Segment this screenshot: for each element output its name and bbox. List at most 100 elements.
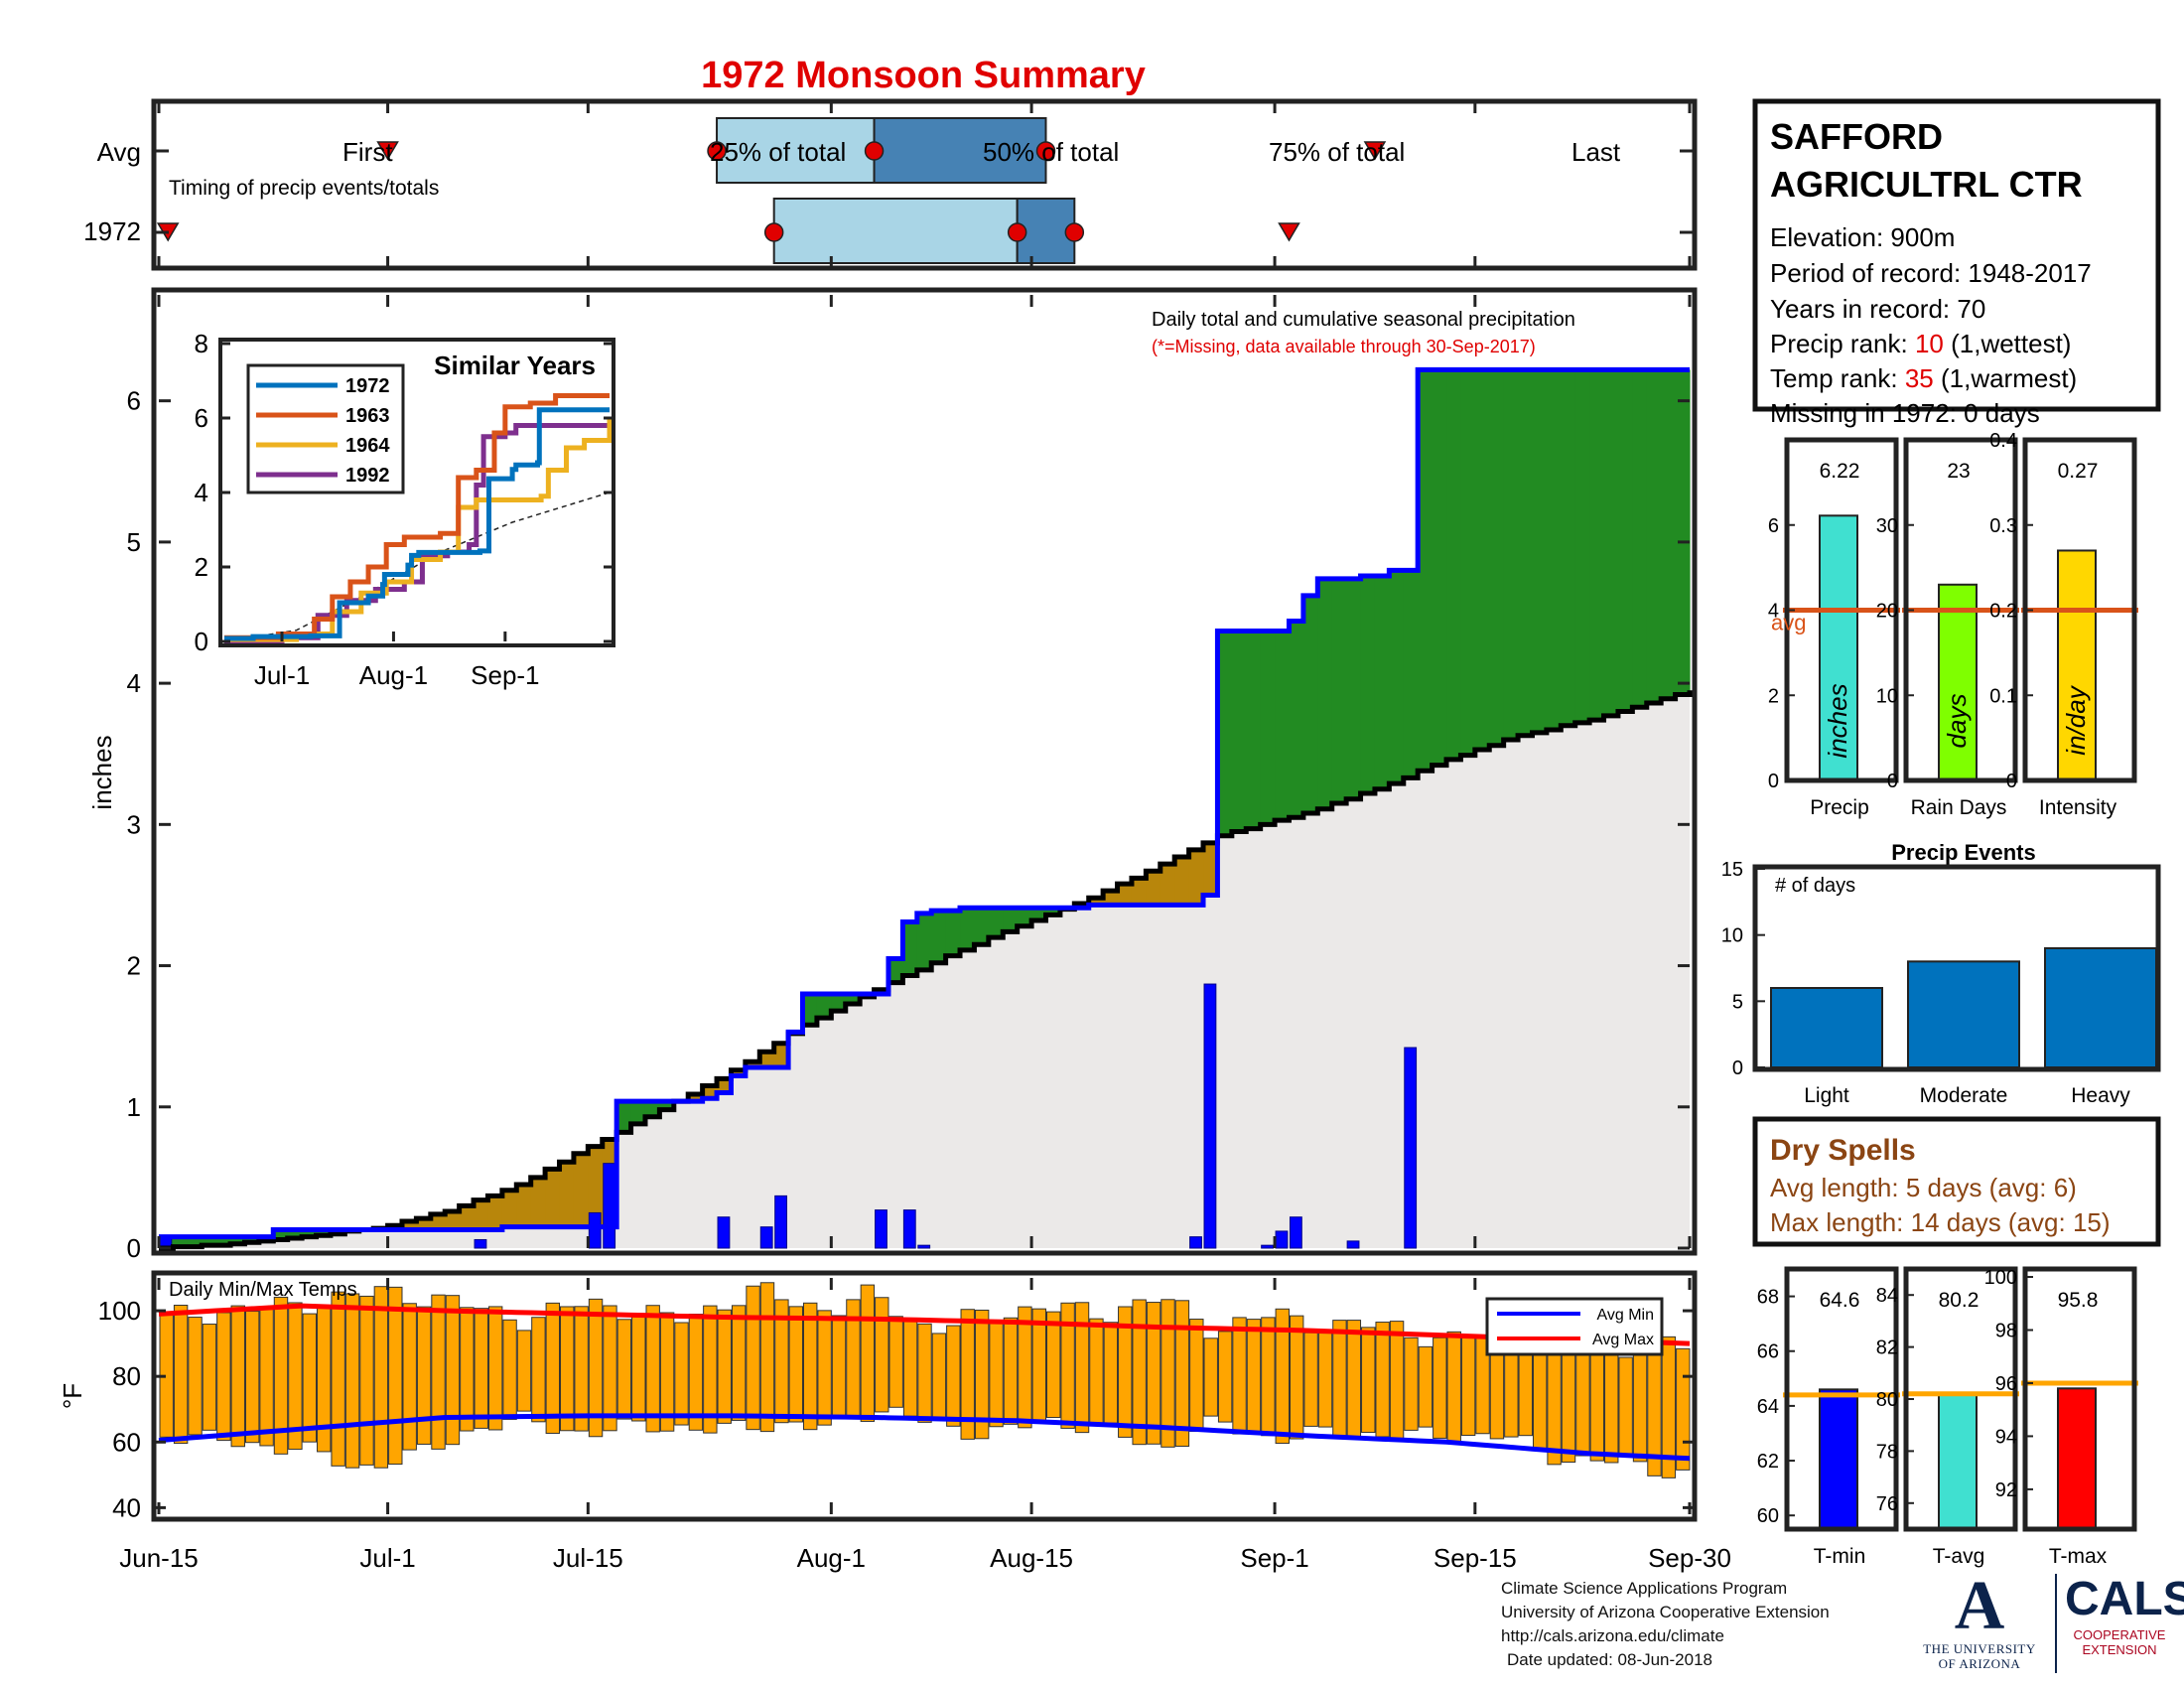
- above-average-fill: [1589, 369, 1605, 721]
- below-average-fill: [1103, 891, 1119, 906]
- daily-temp-bar: [1232, 1317, 1247, 1435]
- main-title: Daily total and cumulative seasonal prec…: [1152, 309, 1575, 331]
- avg-cumulative-area: [159, 690, 1690, 1248]
- daily-temp-bar: [1103, 1322, 1119, 1424]
- daily-temp-bar: [1418, 1345, 1433, 1428]
- main-frame: [151, 287, 1698, 1256]
- xtick-label: Jul-1: [359, 1543, 415, 1573]
- below-average-fill: [459, 1205, 475, 1230]
- mini-ytick-label: 80: [1876, 1389, 1898, 1411]
- daily-precip-bar: [1404, 1047, 1418, 1249]
- daily-temp-bar: [1575, 1350, 1590, 1457]
- above-average-fill: [1632, 369, 1648, 708]
- below-average-fill: [1188, 849, 1204, 906]
- above-average-fill: [1661, 369, 1677, 699]
- daily-temp-bar: [460, 1307, 475, 1432]
- temp-ytick-label: 80: [112, 1361, 141, 1391]
- events-ylabel: # of days: [1775, 875, 1855, 897]
- main-ytick-label: 4: [127, 668, 141, 698]
- temp-legend-box: [1485, 1297, 1664, 1356]
- daily-temp-bar: [545, 1302, 561, 1434]
- avg-max-line: [158, 1303, 1691, 1346]
- above-average-fill: [1603, 369, 1619, 716]
- above-average-fill: [931, 911, 947, 963]
- daily-temp-bar: [373, 1286, 389, 1469]
- xtick-label: Jul-15: [553, 1543, 623, 1573]
- daily-temp-bar: [1074, 1302, 1090, 1434]
- events-bar-moderate: [1907, 960, 2020, 1068]
- daily-temp-bar: [259, 1307, 274, 1447]
- cals-logo-line-2: EXTENSION: [2082, 1642, 2157, 1657]
- below-average-fill: [530, 1177, 546, 1227]
- above-average-fill: [960, 908, 976, 950]
- above-average-fill: [902, 921, 918, 976]
- daily-temp-bar: [1118, 1306, 1133, 1438]
- above-average-fill: [1017, 908, 1032, 926]
- events-category-label: Light: [1804, 1084, 1849, 1107]
- footer-line-4: Date updated: 08-Jun-2018: [1507, 1650, 1712, 1669]
- daily-precip-bar: [759, 1226, 773, 1249]
- daily-temp-bar: [1460, 1336, 1476, 1437]
- inset-xtick-label: Sep-1: [471, 660, 539, 690]
- temp-frame: [151, 1270, 1698, 1522]
- avg-min-line: [158, 1413, 1691, 1462]
- above-average-fill: [287, 1229, 303, 1239]
- below-average-fill: [702, 1085, 718, 1099]
- mini-value-label: 6.22: [1820, 460, 1860, 483]
- daily-temp-bar: [1146, 1302, 1161, 1445]
- mini-ytick-label: 6: [1768, 515, 1779, 537]
- daily-precip-bar: [917, 1244, 931, 1249]
- inset-ytick-label: 4: [195, 478, 208, 507]
- above-average-fill: [1260, 631, 1276, 825]
- avg-p50-p75-box: [873, 117, 1047, 184]
- mini-ytick-label: 66: [1757, 1341, 1779, 1363]
- daily-temp-bar: [902, 1318, 918, 1417]
- daily-temp-bar: [1003, 1317, 1019, 1425]
- mini-ytick-label: 0.3: [1989, 515, 2017, 537]
- daily-temp-bar: [746, 1285, 760, 1431]
- main-x-axis: Jun-15 Jul-1 Jul-15 Aug-1 Aug-15 Sep-1 Sep-15 S…: [119, 295, 1731, 1573]
- mini-unit-label: inches: [1823, 683, 1852, 758]
- below-average-fill: [588, 1146, 604, 1227]
- station-period: Period of record: 1948-2017: [1770, 258, 2092, 288]
- daily-temp-bar: [1060, 1302, 1075, 1429]
- above-average-fill: [1289, 621, 1304, 818]
- cals-logo-line-1: COOPERATIVE: [2073, 1627, 2166, 1642]
- above-average-fill: [1518, 369, 1534, 736]
- main-content: 0 1 2 3 4 5 6: [127, 366, 1693, 1263]
- station-precip-rank: Precip rank: 10 (1,wettest): [1770, 329, 2071, 358]
- above-average-fill: [1403, 570, 1419, 778]
- main-ytick-label: 3: [127, 809, 141, 839]
- daily-temp-bar: [1317, 1333, 1333, 1428]
- daily-temp-bar: [188, 1317, 203, 1436]
- mini-ytick-label: 0.4: [1989, 430, 2017, 452]
- mini-ytick-label: 0: [2006, 771, 2017, 792]
- inset-series-1963: [224, 393, 610, 640]
- station-temp-rank: Temp rank: 35 (1,warmest): [1770, 363, 2077, 393]
- cals-wordmark: CALS: [2065, 1573, 2184, 1625]
- xtick-label: Sep-15: [1433, 1543, 1517, 1573]
- below-average-fill: [1117, 884, 1133, 906]
- events-title: Precip Events: [1891, 840, 2036, 865]
- main-subtitle: (*=Missing, data available through 30-Se…: [1152, 337, 1536, 356]
- daily-temp-bar: [344, 1293, 360, 1469]
- temp-ytick-label: 40: [112, 1492, 141, 1522]
- temp-summary: 60 62 64 66 68 64.6 T-min 76 78 80 82 84 80.2 T-avg 92…: [1757, 1266, 2138, 1568]
- daily-temp-bar: [989, 1321, 1004, 1428]
- daily-temp-bar: [703, 1305, 718, 1434]
- daily-temp-bar: [1589, 1346, 1605, 1462]
- daily-temp-bar: [1217, 1331, 1233, 1423]
- daily-temp-bar: [1261, 1317, 1276, 1437]
- mini-bar-rain-days: [1938, 583, 1978, 782]
- mini-category-label: Intensity: [2039, 796, 2117, 819]
- xtick-label: Jun-15: [119, 1543, 199, 1573]
- above-average-fill: [802, 994, 818, 1026]
- dry-spells-title: Dry Spells: [1770, 1134, 1916, 1167]
- xtick-label: Aug-15: [990, 1543, 1073, 1573]
- timing-row-avg: Avg: [97, 137, 141, 167]
- daily-temp-bar: [574, 1306, 589, 1432]
- station-info-box: SAFFORD AGRICULTRL CTR Elevation: 900m P…: [1752, 98, 2161, 412]
- xtick-label: Aug-1: [797, 1543, 866, 1573]
